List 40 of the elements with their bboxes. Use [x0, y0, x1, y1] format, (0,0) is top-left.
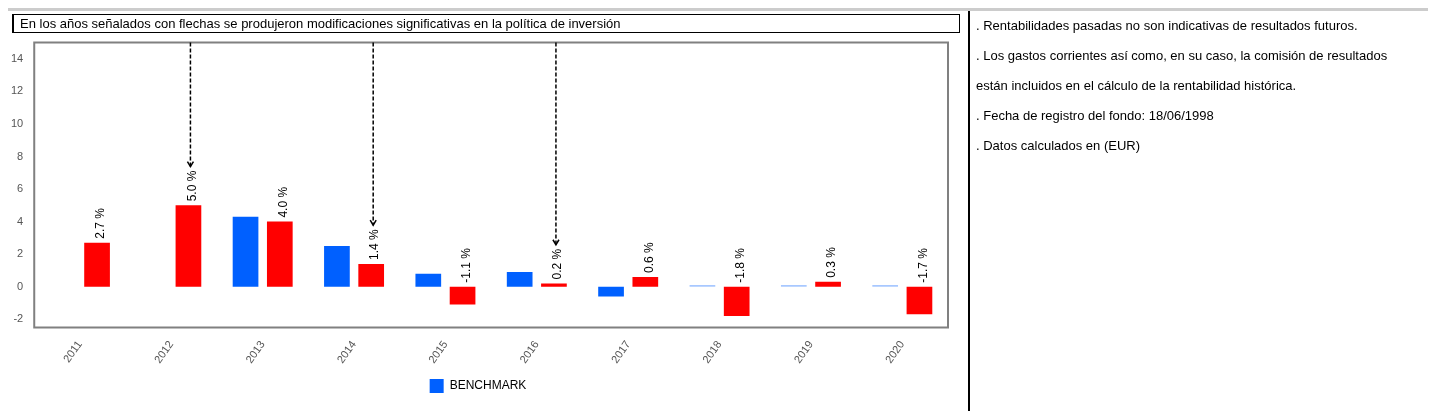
- bar: [358, 263, 385, 287]
- bar: [723, 286, 750, 316]
- bar: [84, 242, 110, 287]
- data-label: 2.7 %: [93, 207, 108, 239]
- data-label: -1.1 %: [458, 247, 473, 283]
- data-label: 0.2 %: [550, 248, 565, 280]
- bar: [175, 205, 202, 287]
- text: . Rentabilidades pasadas no son indicativas de resultados futuros.: [976, 17, 1359, 35]
- y-tick-label: 14: [10, 51, 24, 64]
- y-tick-label: 4: [17, 214, 24, 227]
- text: . Datos calculados en (EUR): [976, 137, 1141, 155]
- text: . Fecha de registro del fondo: 18/06/1998: [976, 107, 1215, 125]
- y-tick-label: 2: [17, 247, 24, 260]
- data-label: 1.4 %: [367, 228, 382, 260]
- data-label: 5.0 %: [184, 170, 199, 202]
- bar: [266, 221, 293, 287]
- chart-title: En los años señalados con flechas se produjeron modificaciones significativas en la política de inversión: [12, 14, 960, 33]
- y-tick-label: 0: [17, 279, 24, 292]
- legend-label: BENCHMARK: [449, 378, 527, 393]
- bar: [598, 286, 624, 297]
- data-label: -1.8 %: [733, 247, 747, 283]
- y-tick-label: 8: [17, 149, 24, 162]
- bar: [632, 276, 659, 287]
- data-label: 0.3 %: [824, 246, 839, 278]
- data-label: -1.7 %: [915, 247, 930, 283]
- text: . Los gastos corrientes así como, en su caso, la comisión de resultados están incluidos en el cálculo de la rentabilidad histórica.: [976, 47, 1389, 95]
- bar: [324, 246, 350, 287]
- y-tick-label: -2: [13, 312, 24, 325]
- bar: [506, 272, 533, 287]
- bar: [815, 281, 841, 287]
- y-tick-label: 10: [10, 117, 24, 129]
- data-label: 4.0 %: [276, 186, 291, 218]
- y-tick-label: 12: [10, 84, 24, 97]
- bar: [449, 286, 476, 305]
- bar: [906, 286, 933, 315]
- y-tick-label: 6: [17, 182, 24, 195]
- bar: [232, 216, 259, 287]
- bar: [415, 273, 442, 287]
- bar: [541, 283, 567, 287]
- data-label: 0.6 %: [641, 241, 656, 273]
